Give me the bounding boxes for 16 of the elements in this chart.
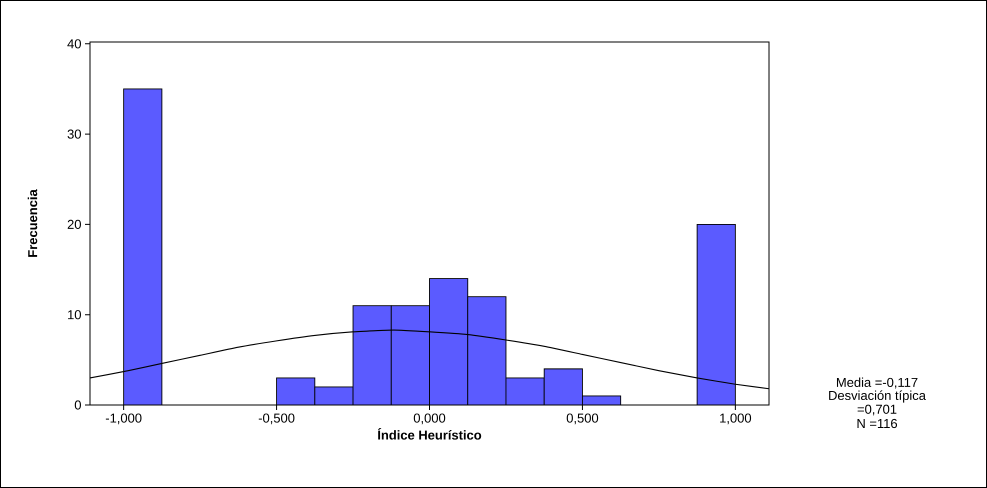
text: =0,701: [858, 404, 896, 416]
text: Media =-0,117: [836, 377, 918, 389]
y-tick-label: 10: [68, 310, 81, 320]
x-tick-label: -1,000: [106, 414, 142, 424]
x-tick-label: 1,000: [720, 414, 752, 424]
text: N =116: [857, 418, 898, 428]
text: Desviación típica: [829, 390, 926, 403]
y-tick-label: 20: [68, 220, 81, 229]
y-axis-title: Frecuencia: [28, 189, 38, 257]
y-tick-label: 0: [74, 400, 81, 410]
x-axis-title: Índice Heurístico: [378, 428, 482, 440]
x-tick-label: 0,000: [414, 414, 446, 424]
x-tick-label: 0,500: [566, 414, 598, 424]
y-tick-label: 40: [67, 39, 81, 48]
y-tick-label: 30: [68, 130, 81, 139]
x-tick-label: -0,500: [258, 414, 294, 424]
